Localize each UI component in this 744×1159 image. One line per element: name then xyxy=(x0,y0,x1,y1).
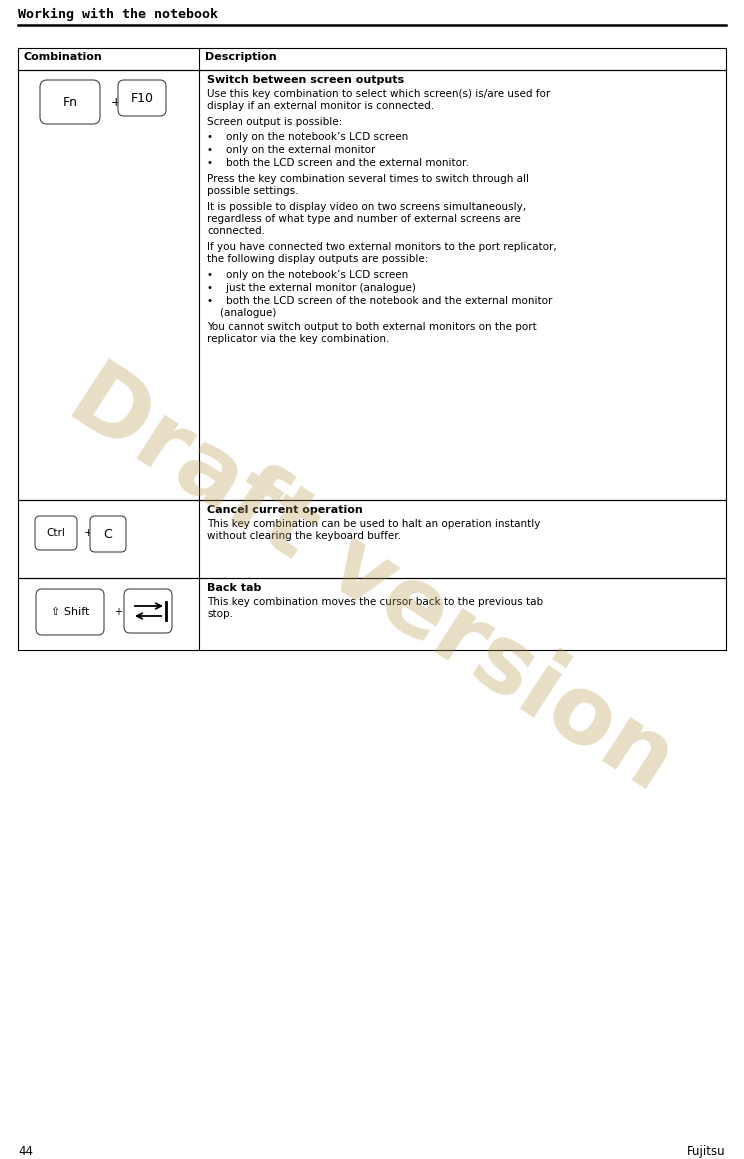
Text: +: + xyxy=(114,607,122,617)
Text: 44: 44 xyxy=(18,1145,33,1158)
Text: +: + xyxy=(83,529,93,538)
Text: Draft version: Draft version xyxy=(53,350,691,809)
Text: Fujitsu: Fujitsu xyxy=(687,1145,726,1158)
Text: Fn: Fn xyxy=(62,95,77,109)
FancyBboxPatch shape xyxy=(124,589,172,633)
Text: If you have connected two external monitors to the port replicator,
the followin: If you have connected two external monit… xyxy=(207,242,557,264)
Text: +: + xyxy=(111,95,121,109)
Text: •    only on the notebook’s LCD screen: • only on the notebook’s LCD screen xyxy=(207,270,408,280)
FancyBboxPatch shape xyxy=(90,516,126,552)
Text: This key combination moves the cursor back to the previous tab
stop.: This key combination moves the cursor ba… xyxy=(207,597,543,619)
Text: It is possible to display video on two screens simultaneously,
regardless of wha: It is possible to display video on two s… xyxy=(207,202,526,236)
Text: Press the key combination several times to switch through all
possible settings.: Press the key combination several times … xyxy=(207,174,529,196)
FancyBboxPatch shape xyxy=(40,80,100,124)
Text: Switch between screen outputs: Switch between screen outputs xyxy=(207,75,404,85)
Text: Combination: Combination xyxy=(24,52,103,61)
Text: Back tab: Back tab xyxy=(207,583,261,593)
Text: •    both the LCD screen and the external monitor.: • both the LCD screen and the external m… xyxy=(207,158,469,168)
Text: •    only on the external monitor: • only on the external monitor xyxy=(207,145,376,155)
Text: F10: F10 xyxy=(130,92,153,104)
Text: •    both the LCD screen of the notebook and the external monitor
    (analogue): • both the LCD screen of the notebook an… xyxy=(207,296,552,318)
Text: Cancel current operation: Cancel current operation xyxy=(207,505,363,515)
FancyBboxPatch shape xyxy=(35,516,77,551)
Text: Ctrl: Ctrl xyxy=(47,529,65,538)
Text: Screen output is possible:: Screen output is possible: xyxy=(207,117,342,127)
FancyBboxPatch shape xyxy=(36,589,104,635)
Text: •    only on the notebook’s LCD screen: • only on the notebook’s LCD screen xyxy=(207,132,408,143)
Text: Description: Description xyxy=(205,52,277,61)
Text: Use this key combination to select which screen(s) is/are used for
display if an: Use this key combination to select which… xyxy=(207,89,551,111)
Text: ⇧ Shift: ⇧ Shift xyxy=(51,607,89,617)
Text: Working with the notebook: Working with the notebook xyxy=(18,8,218,21)
Text: You cannot switch output to both external monitors on the port
replicator via th: You cannot switch output to both externa… xyxy=(207,322,536,344)
Text: This key combination can be used to halt an operation instantly
without clearing: This key combination can be used to halt… xyxy=(207,519,540,541)
FancyBboxPatch shape xyxy=(118,80,166,116)
Text: •    just the external monitor (analogue): • just the external monitor (analogue) xyxy=(207,283,416,293)
Text: C: C xyxy=(103,527,112,540)
